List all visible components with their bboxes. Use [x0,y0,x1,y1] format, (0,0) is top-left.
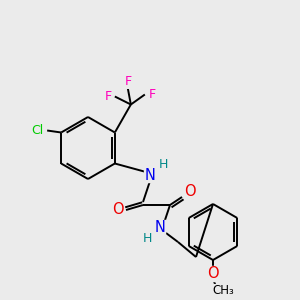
Text: N: N [154,220,165,236]
Text: Cl: Cl [31,124,43,137]
Text: O: O [184,184,196,199]
Text: O: O [112,202,124,217]
Text: CH₃: CH₃ [212,284,234,298]
Text: H: H [158,158,168,172]
Text: F: F [124,75,131,88]
Text: H: H [142,232,152,244]
Text: F: F [148,88,155,101]
Text: O: O [207,266,219,281]
Text: F: F [104,90,111,103]
Text: N: N [145,167,155,182]
